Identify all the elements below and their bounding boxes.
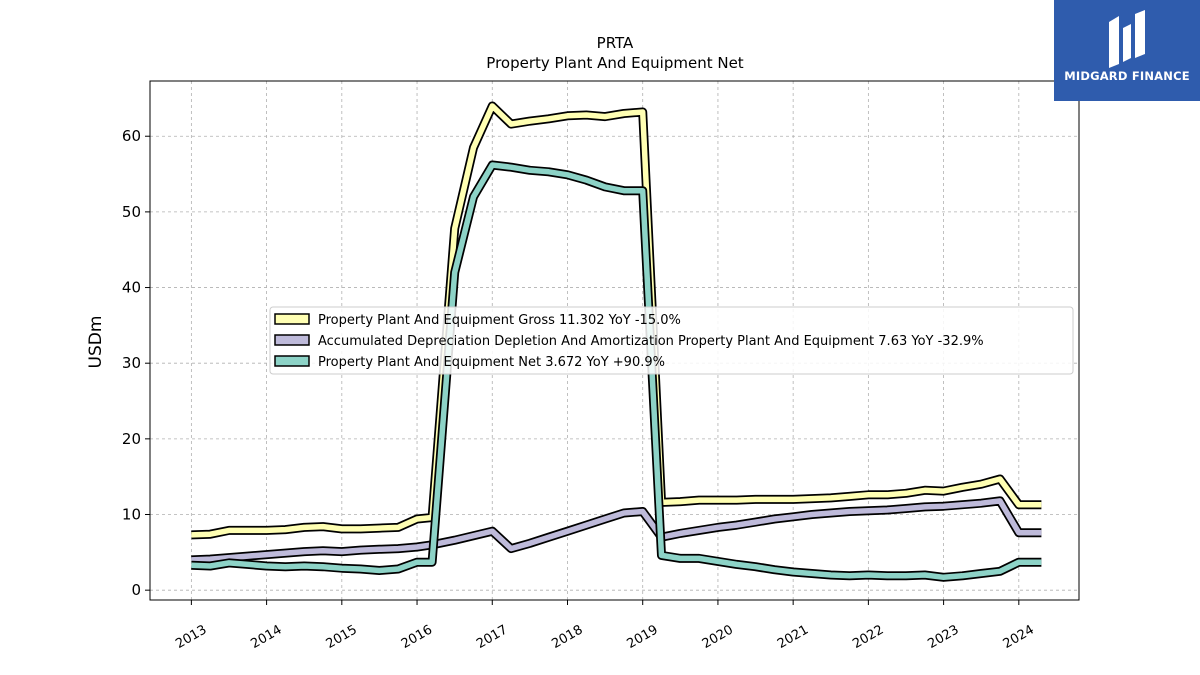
y-axis-label: USDm [86,316,106,369]
chart-title: PRTA [597,34,634,52]
midgard-finance-logo: MIDGARD FINANCE [1054,0,1200,101]
legend-label-0: Property Plant And Equipment Gross 11.30… [318,313,681,328]
legend: Property Plant And Equipment Gross 11.30… [269,306,1074,375]
legend-swatch-2 [274,355,310,367]
legend-label-1: Accumulated Depreciation Depletion And A… [318,334,984,349]
x-tick-label: 2021 [775,622,811,652]
legend-box [269,306,1074,375]
y-tick-label: 30 [122,354,141,372]
series-line-2 [191,162,1042,581]
x-tick-label: 2014 [248,622,284,652]
y-tick-label: 10 [122,506,141,524]
y-tick-label: 0 [131,581,141,599]
legend-label-2: Property Plant And Equipment Net 3.672 Y… [318,355,665,370]
x-tick-label: 2013 [173,622,209,652]
x-tick-label: 2018 [549,622,585,652]
legend-swatch-1 [274,334,310,346]
y-axis: 0 10 20 30 40 50 60 [122,127,150,599]
y-tick-label: 40 [122,279,141,297]
y-tick-label: 60 [122,127,141,145]
x-tick-label: 2016 [399,622,435,652]
y-tick-label: 50 [122,203,141,221]
midgard-finance-logo-icon [1109,10,1145,68]
series-line-1 [191,498,1042,563]
legend-swatch-0 [274,313,310,325]
x-axis: 2013 2014 2015 2016 2017 2018 2019 2020 2021 2022… [173,600,1037,652]
logo-text: MIDGARD FINANCE [1064,69,1190,83]
series-group [191,101,1042,582]
series-line-0 [191,103,1042,538]
x-tick-label: 2015 [324,622,360,652]
plot-frame [149,80,1080,601]
x-tick-label: 2020 [700,622,736,652]
y-tick-label: 20 [122,430,141,448]
x-tick-label: 2019 [625,622,661,652]
x-tick-label: 2024 [1001,622,1037,652]
chart-subtitle: Property Plant And Equipment Net [486,54,743,72]
x-tick-label: 2023 [925,622,961,652]
x-tick-label: 2017 [474,622,510,652]
x-tick-label: 2022 [850,622,886,652]
